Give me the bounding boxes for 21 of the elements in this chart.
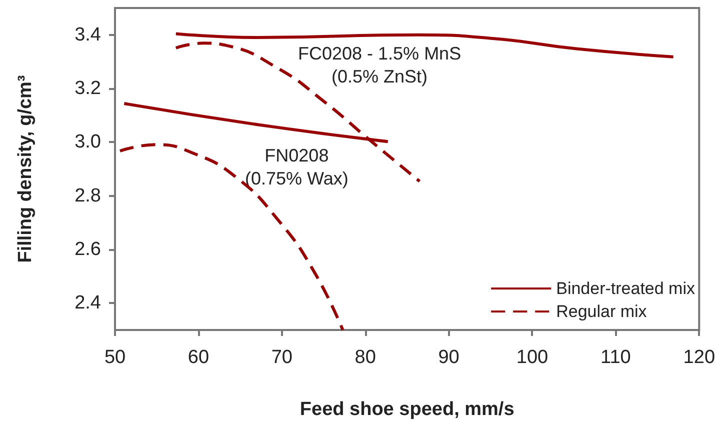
y-tick-label: 3.4: [74, 24, 102, 46]
legend-label: Regular mix: [556, 302, 648, 321]
y-tick-label: 2.4: [74, 292, 102, 314]
legend-label: Binder-treated mix: [556, 279, 696, 298]
x-tick-label: 90: [438, 347, 460, 368]
x-tick-label: 70: [271, 347, 292, 368]
x-tick-label: 60: [188, 347, 210, 368]
x-tick-label: 110: [600, 347, 631, 368]
x-tick-label: 100: [516, 347, 548, 368]
y-tick-label: 3.2: [74, 78, 101, 99]
annotation: FC0208 - 1.5% MnS (0.5% ZnSt): [298, 44, 462, 86]
y-tick-label: 2.8: [74, 185, 101, 206]
x-tick-label: 80: [354, 347, 376, 368]
line-series: [174, 32, 675, 58]
y-tick-label: 2.6: [74, 239, 101, 260]
x-axis-title: Feed shoe speed, mm/s: [300, 399, 514, 420]
x-tick-label: 120: [683, 347, 715, 368]
annotation: FN0208 (0.75% Wax): [245, 146, 348, 188]
x-tick-label: 50: [104, 347, 126, 368]
y-tick-label: 3.0: [74, 132, 101, 153]
y-axis-title: Filling density, g/cm³: [15, 75, 36, 263]
